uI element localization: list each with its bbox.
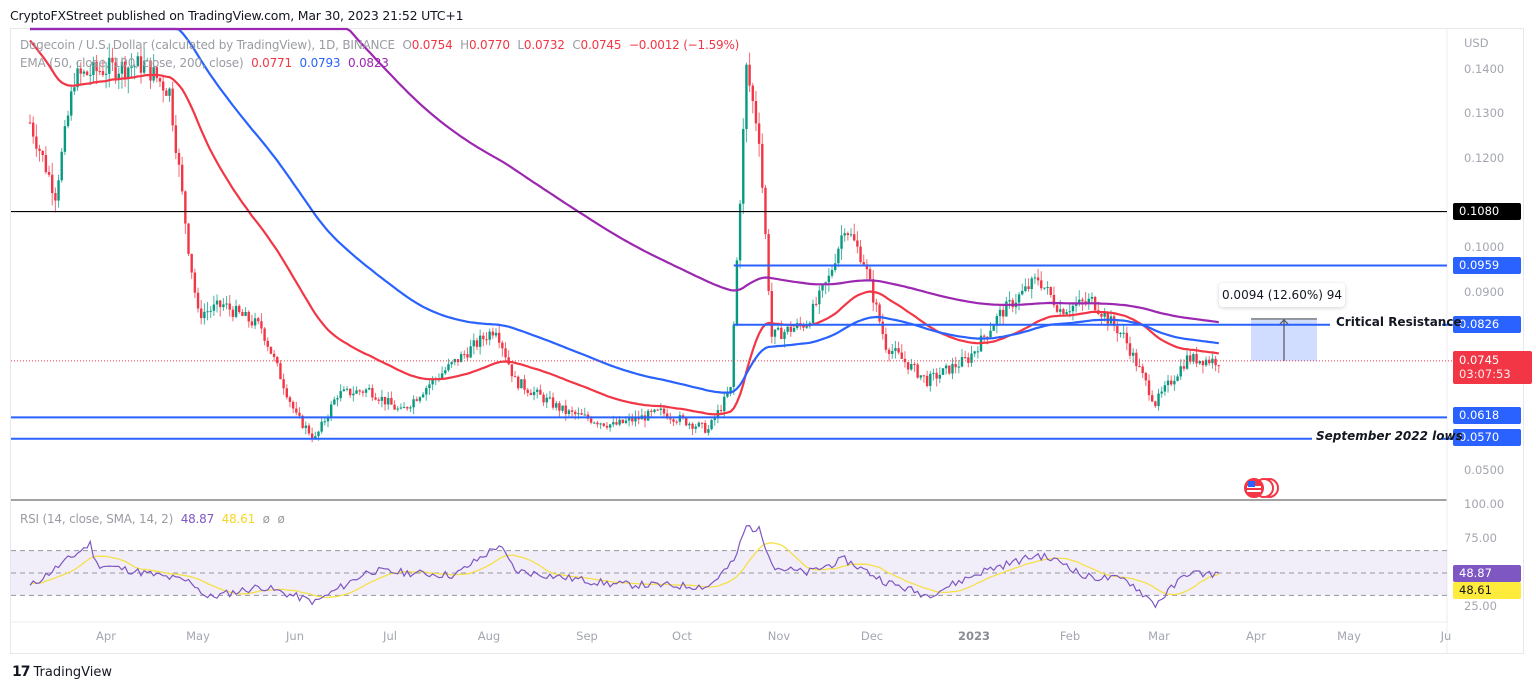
time-tick: May xyxy=(1337,629,1361,643)
critical-resistance-label: Critical Resistance xyxy=(1336,315,1462,329)
rsi-tick: 100.00 xyxy=(1464,497,1505,511)
currency-label: USD xyxy=(1464,36,1489,50)
time-tick: Apr xyxy=(96,629,116,643)
symbol-legend: Dogecoin / U.S. Dollar (calculated by Tr… xyxy=(20,38,740,52)
level-label-0-0618: 0.0618 xyxy=(1453,407,1521,424)
ema100-value: 0.0793 xyxy=(299,56,341,70)
level-label-0-0959: 0.0959 xyxy=(1453,257,1521,274)
price-tick: 0.1200 xyxy=(1464,151,1505,165)
rsi-sma-axis-label: 48.61 xyxy=(1453,582,1521,599)
change-value: −0.0012 (−1.59%) xyxy=(628,38,740,52)
time-tick: Nov xyxy=(767,629,791,643)
level-label-0-1080: 0.1080 xyxy=(1453,203,1521,220)
price-tick: 0.1400 xyxy=(1464,62,1505,76)
symbol-name: Dogecoin / U.S. Dollar (calculated by Tr… xyxy=(20,38,395,52)
rsi-label: RSI (14, close, SMA, 14, 2) xyxy=(20,512,174,526)
time-tick: Feb xyxy=(1059,629,1081,643)
low-value: 0.0732 xyxy=(523,38,565,52)
time-tick: Oct xyxy=(672,629,692,643)
price-tick: 0.0500 xyxy=(1464,463,1505,477)
price-tick: 0.1000 xyxy=(1464,240,1505,254)
time-tick: Dec xyxy=(860,629,884,643)
us-flag-event-icon[interactable] xyxy=(1243,477,1283,499)
rsi-legend: RSI (14, close, SMA, 14, 2) 48.87 48.61 … xyxy=(20,512,285,526)
time-tick: Sep xyxy=(576,629,598,643)
time-tick: Jul xyxy=(383,629,397,643)
tradingview-logo[interactable]: 17 TradingView xyxy=(12,664,112,680)
time-tick: Mar xyxy=(1148,629,1170,643)
level-label-0-0826: 0.0826 xyxy=(1453,316,1521,333)
time-tick: Apr xyxy=(1246,629,1266,643)
rsi-sma-value: 48.61 xyxy=(221,512,256,526)
close-value: 0.0745 xyxy=(580,38,622,52)
measure-tooltip: 0.0094 (12.60%) 94 xyxy=(1219,283,1345,307)
price-tick: 0.1300 xyxy=(1464,106,1505,120)
time-tick-year: 2023 xyxy=(957,629,991,643)
brand-name: TradingView xyxy=(33,664,113,680)
ema200-value: 0.0823 xyxy=(347,56,389,70)
time-tick: Aug xyxy=(477,629,501,643)
published-by-line: CryptoFXStreet published on TradingView.… xyxy=(10,8,464,23)
tv-logo-icon: 17 xyxy=(12,664,31,680)
ema50-value: 0.0771 xyxy=(251,56,292,70)
rsi-value: 48.87 xyxy=(180,512,215,526)
last-price-label: 0.0745 03:07:53 xyxy=(1453,351,1532,384)
time-tick: May xyxy=(186,629,210,643)
time-tick: Jun xyxy=(286,629,304,643)
ema-legend: EMA (50, close, 100, close, 200, close) … xyxy=(20,56,393,70)
chart-frame xyxy=(10,28,1524,654)
ema-label: EMA (50, close, 100, close, 200, close) xyxy=(20,56,244,70)
bar-countdown: 03:07:53 xyxy=(1459,367,1511,381)
rsi-axis-label: 48.87 xyxy=(1453,565,1521,582)
open-value: 0.0754 xyxy=(411,38,453,52)
level-label-0-0570: 0.0570 xyxy=(1453,429,1521,446)
rsi-tick: 75.00 xyxy=(1464,531,1497,545)
september-lows-label: September 2022 lows xyxy=(1316,429,1463,443)
time-tick: Ju xyxy=(1440,629,1452,643)
price-tick: 0.0900 xyxy=(1464,285,1505,299)
rsi-tick: 25.00 xyxy=(1464,599,1497,613)
high-value: 0.0770 xyxy=(468,38,510,52)
